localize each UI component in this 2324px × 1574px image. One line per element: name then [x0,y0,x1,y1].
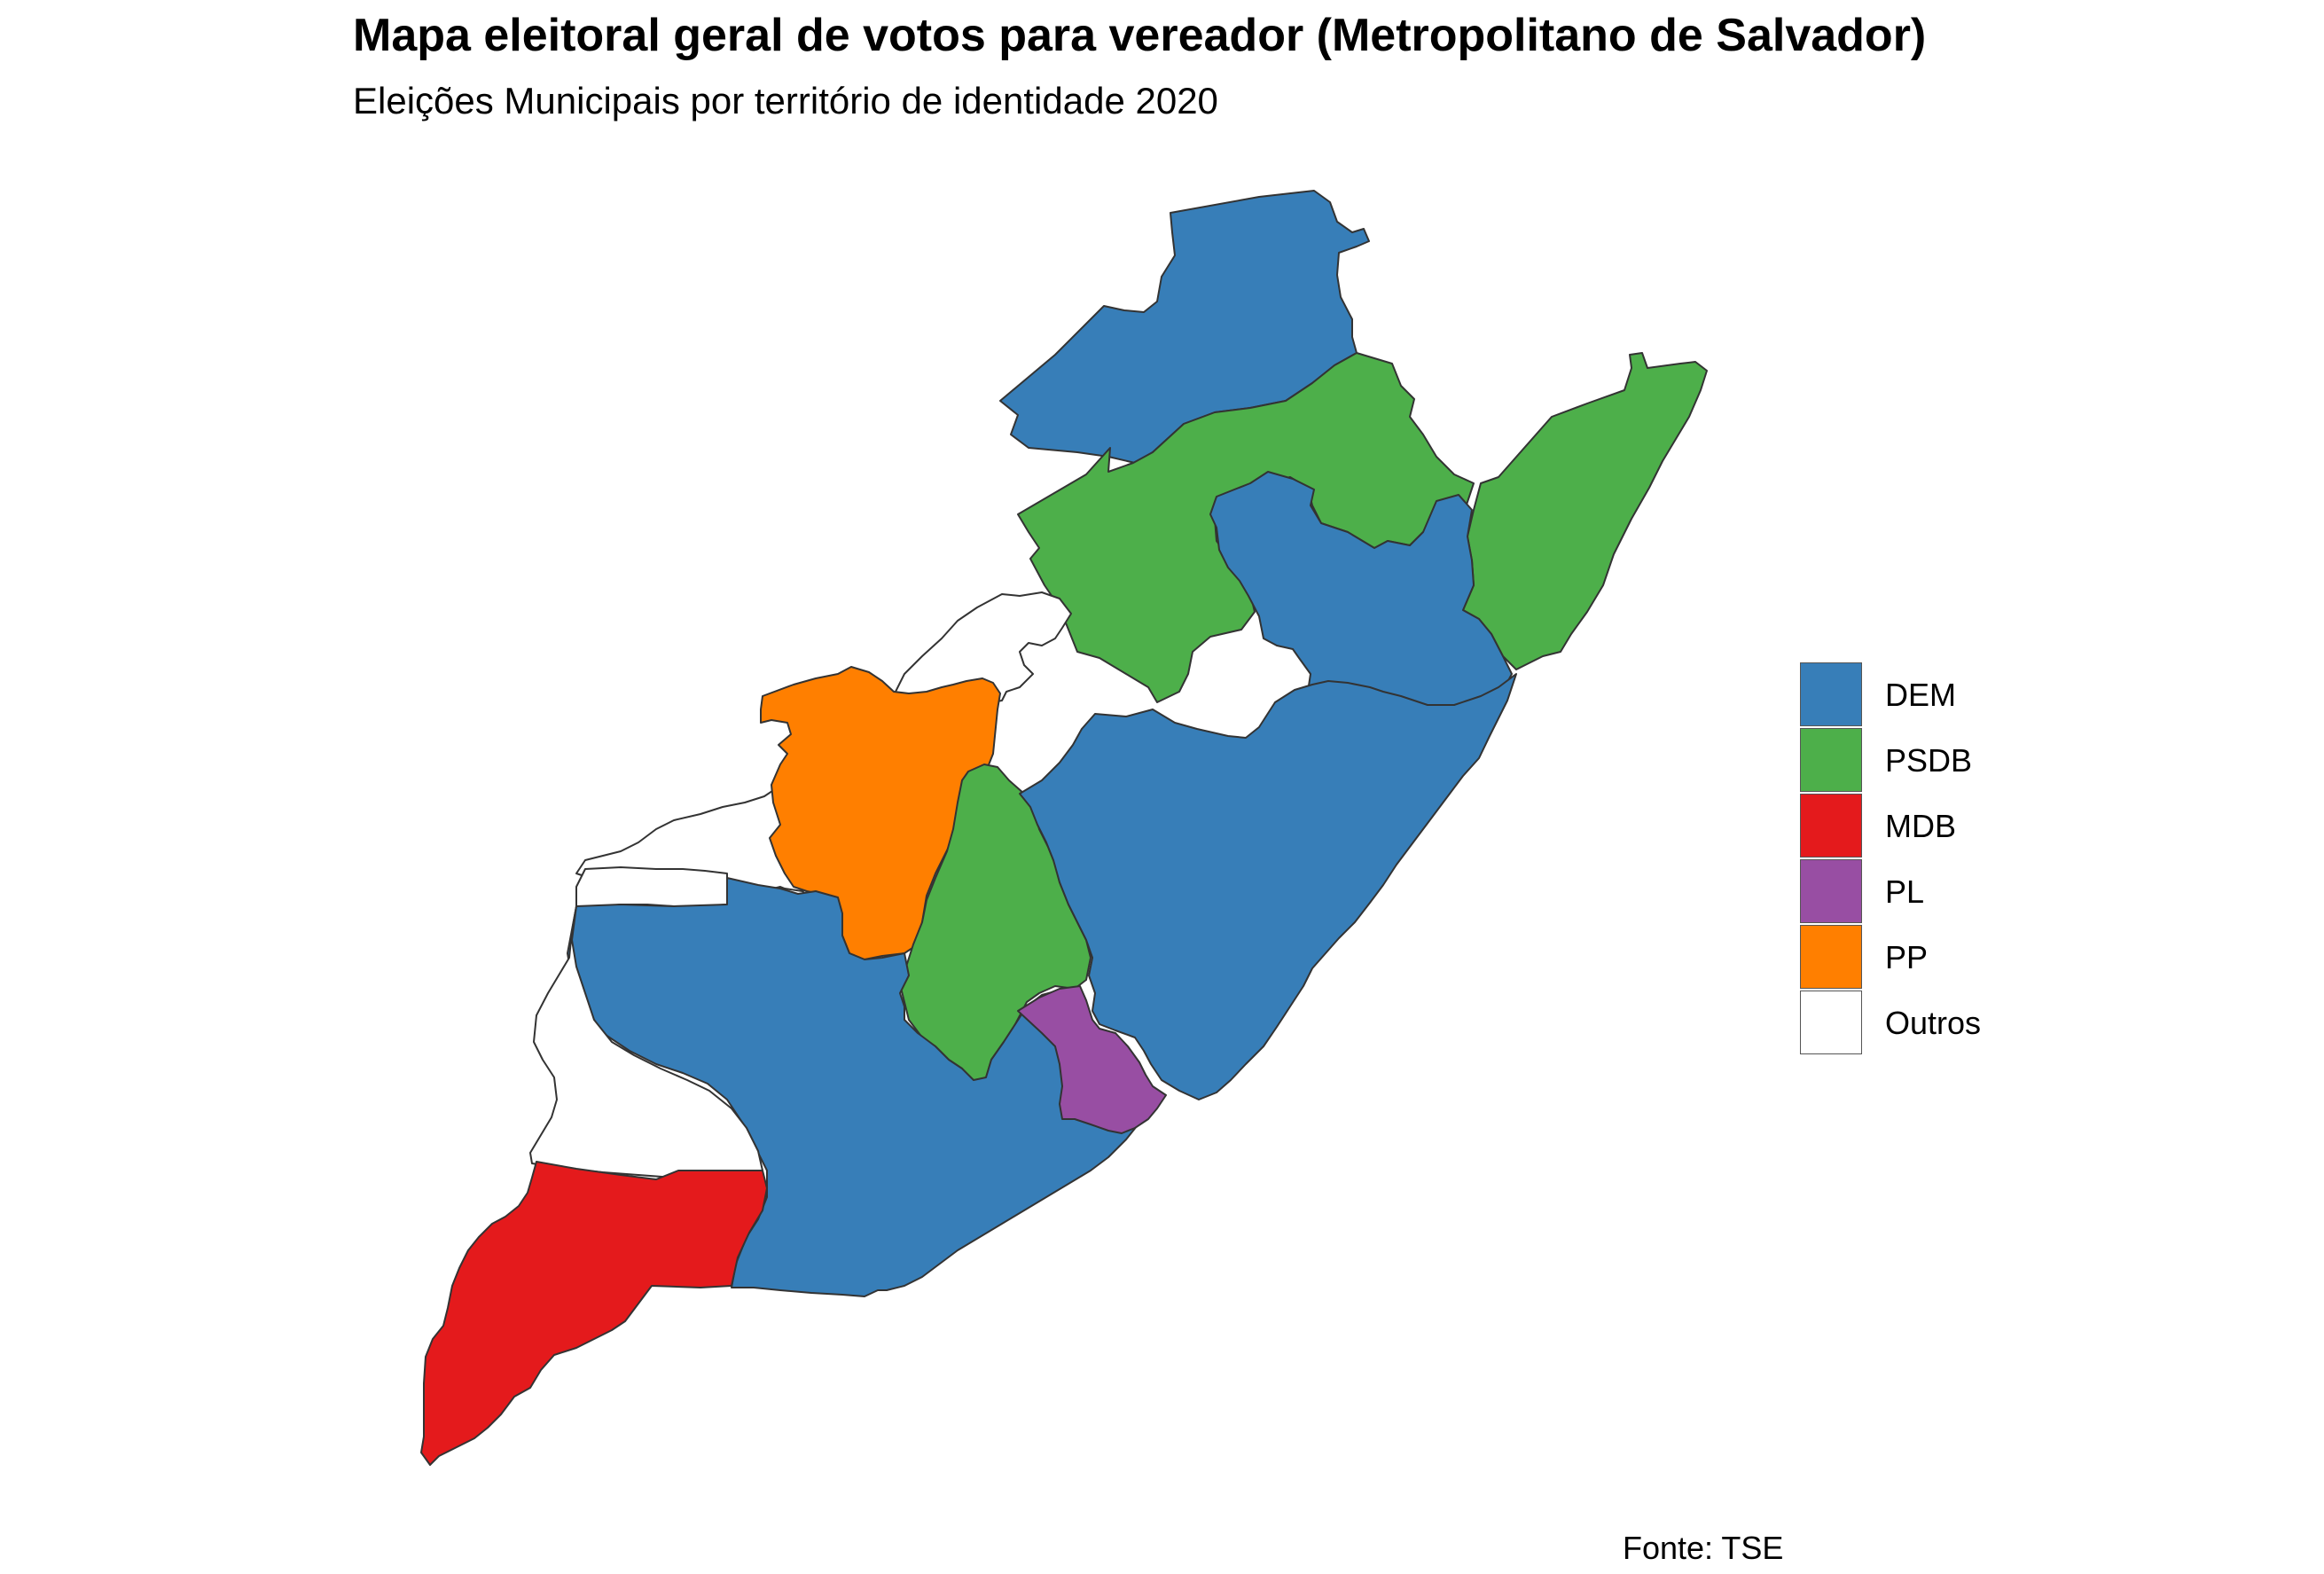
legend-key-outros [1800,991,1862,1054]
map-subtitle: Eleições Municipais por território de id… [353,80,1218,121]
legend-item-pl: PL [1800,859,2066,925]
region-coastal-large [1019,673,1517,1100]
region-southwest-top-blank [575,866,728,907]
legend-key-mdb [1800,794,1862,857]
legend-label-mdb: MDB [1885,808,1956,844]
legend-key-pl [1800,859,1862,923]
legend-item-mdb: MDB [1800,794,2066,859]
legend-item-dem: DEM [1800,662,2066,728]
legend-label-pl: PL [1885,873,1925,910]
legend-label-outros: Outros [1885,1005,1982,1041]
region-southwest-blank [529,905,763,1179]
legend-label-psdb: PSDB [1885,742,1973,779]
map-title: Mapa eleitoral geral de votos para verea… [353,10,1927,61]
legend-item-outros: Outros [1800,991,2066,1056]
legend-key-dem [1800,662,1862,726]
legend-key-psdb [1800,728,1862,792]
source-note: Fonte: TSE [1623,1530,1784,1566]
legend-item-pp: PP [1800,925,2066,991]
legend-item-psdb: PSDB [1800,728,2066,794]
region-southwest-tip [420,1161,768,1466]
legend-key-pp [1800,925,1862,989]
legend-label-dem: DEM [1885,677,1956,713]
region-south-coast-small [1017,985,1167,1134]
legend-label-pp: PP [1885,939,1929,975]
region-northeast-coast [1462,352,1708,670]
